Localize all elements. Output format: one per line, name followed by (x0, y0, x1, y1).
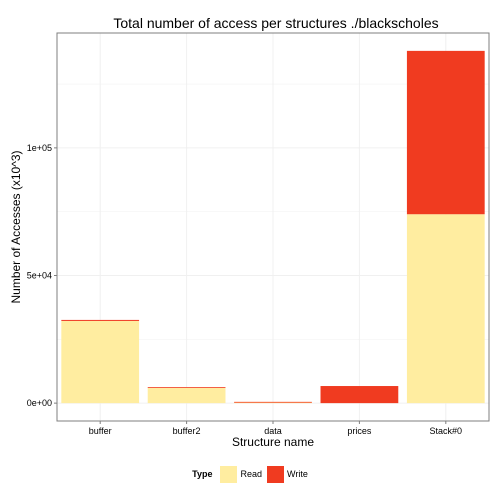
legend-label-read: Read (240, 469, 262, 479)
legend-item-write: Write (266, 464, 308, 484)
bar-write (61, 319, 140, 321)
legend-key-write (266, 464, 285, 484)
axis-layer: 0e+00 5e+04 1e+05 buffer buffer2 data prices St… (27, 143, 462, 436)
legend: Type Read Write (0, 462, 504, 486)
bar-write (147, 387, 226, 388)
bar-read (406, 214, 485, 404)
legend-label-write: Write (287, 469, 308, 479)
bar-write (320, 386, 399, 404)
y-axis-label: Number of Accesses (x10^3) (9, 150, 23, 303)
legend-key-read (219, 464, 239, 484)
y-tick-label: 0e+00 (27, 398, 52, 408)
y-tick-label: 5e+04 (27, 271, 52, 281)
x-tick-label: data (264, 426, 282, 436)
bar-read (61, 320, 140, 404)
x-tick-label: buffer (89, 426, 112, 436)
chart-title: Total number of access per structures ./… (113, 15, 438, 31)
bar-write (406, 50, 485, 215)
x-tick-label: buffer2 (173, 426, 201, 436)
y-tick-label: 1e+05 (27, 143, 52, 153)
bars-layer (61, 50, 485, 404)
x-tick-label: prices (347, 426, 372, 436)
x-tick-label: Stack#0 (430, 426, 463, 436)
x-axis-label: Structure name (232, 435, 314, 449)
legend-title: Type (192, 469, 213, 479)
bar-read (147, 387, 226, 404)
bar-read (234, 402, 312, 404)
bar-write (234, 401, 312, 403)
legend-item-read: Read (219, 464, 262, 484)
